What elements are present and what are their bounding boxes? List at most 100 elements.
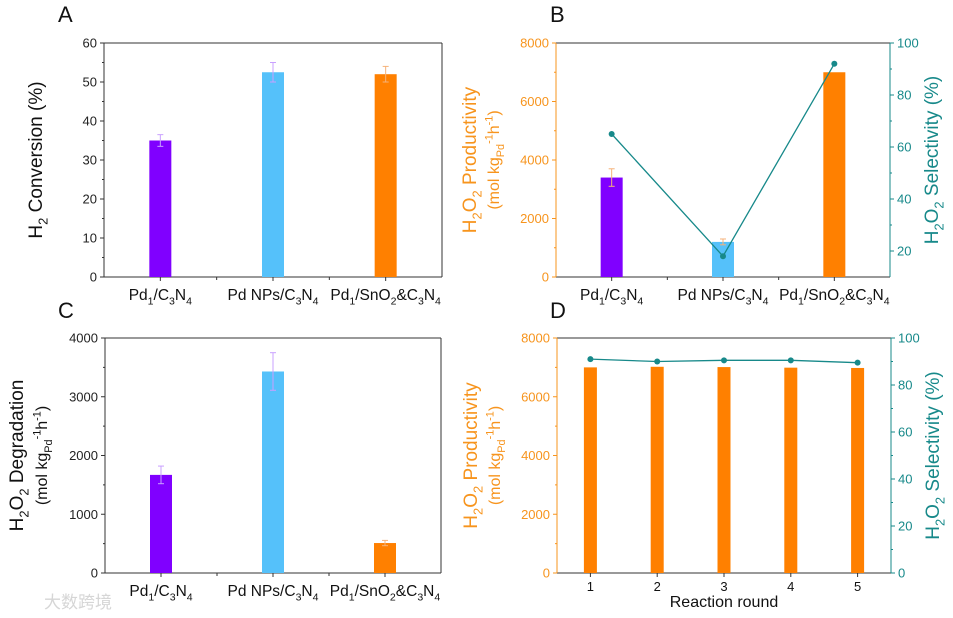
x-tick-label-part: 1	[349, 592, 355, 604]
x-tick-label-part: /SnO	[355, 287, 390, 304]
x-tick-label-part: &C	[396, 287, 418, 304]
x-tick-label-part: 2	[391, 296, 397, 308]
y2-axis-label-part: 2	[932, 223, 947, 230]
x-tick-label-part: Pd NPs/C	[228, 287, 296, 304]
x-tick-label-part: Pd	[330, 287, 349, 304]
x-tick-label-part: 4	[313, 296, 319, 308]
y2-tick-label: 100	[898, 331, 920, 346]
x-tick-label-part: N	[873, 287, 884, 304]
selectivity-line	[611, 63, 835, 258]
x-tick-label-part: 1	[148, 296, 154, 308]
panel-label: D	[550, 298, 566, 323]
y-tick-label: 60	[83, 36, 97, 51]
x-tick-label-part: 1	[798, 296, 804, 308]
y-tick-label: 0	[90, 270, 97, 285]
x-tick-label: 5	[854, 579, 861, 594]
y2-tick-label: 40	[898, 472, 912, 487]
y2-axis-label-part: H	[923, 526, 944, 540]
y-axis-label-part: h	[34, 421, 51, 430]
y-axis-label-part: -1	[484, 116, 496, 126]
bar	[262, 72, 284, 277]
x-tick-label-part: /C	[605, 287, 621, 304]
y-axis-label: (mol kgPd​-1​h-1​)	[32, 406, 55, 505]
x-tick-label-part: 4	[313, 592, 319, 604]
y2-axis-label-part: H	[922, 231, 943, 245]
x-tick-label: Pd1​/C3​N4​	[129, 287, 192, 308]
bar	[784, 367, 798, 573]
x-tick-label: 1	[587, 579, 594, 594]
y-tick-label: 40	[83, 114, 97, 129]
x-axis-label: Reaction round	[670, 594, 779, 611]
y-axis-label-part: H	[26, 225, 47, 239]
panel-label: C	[58, 298, 74, 323]
bar	[262, 371, 284, 573]
y-tick-label: 8000	[521, 331, 550, 346]
y2-tick-label: 60	[897, 140, 911, 155]
panel-label: B	[550, 2, 565, 27]
y2-axis-label-part: 2	[933, 497, 948, 504]
x-tick-label-part: 2	[390, 592, 396, 604]
y-axis-label-part: 2	[17, 510, 32, 517]
y-tick-label: 2000	[520, 211, 549, 226]
y-tick-label: 1000	[69, 507, 98, 522]
x-tick-label-part: 4	[884, 296, 890, 308]
x-tick-label: Pd1​/SnO2​&C3​N4​	[330, 583, 441, 604]
y-axis-label: (mol kgPd​-1​h-1​)	[484, 110, 507, 209]
y-axis-label-part: (mol kg	[34, 453, 51, 505]
x-tick-label-part: 3	[720, 579, 727, 594]
x-tick-label-part: 3	[746, 296, 752, 308]
y2-axis-label: H2​O2​ Selectivity (%)	[922, 76, 947, 245]
y2-axis-label-part: 2	[933, 519, 948, 526]
y-axis-label-part: O	[461, 493, 482, 508]
x-tick-label: Pd1​/SnO2​&C3​N4​	[779, 287, 890, 308]
y-tick-label: 0	[542, 270, 549, 285]
y-tick-label: 0	[91, 566, 98, 581]
y-tick-label: 30	[83, 153, 97, 168]
x-tick-label-part: Pd NPs/C	[228, 583, 296, 600]
watermark: 大数跨境	[44, 593, 112, 612]
y2-tick-label: 100	[897, 36, 919, 51]
panel-a: A 0 10 20 30 40 50 60 H2​ Conversion (%) Pd1​/C3​…	[26, 2, 443, 308]
x-tick-label: Pd NPs/C3​N4​	[228, 583, 319, 604]
x-tick-label-part: N	[301, 583, 312, 600]
x-tick-label-part: N	[751, 287, 762, 304]
panel-b: B 0 2000 4000 6000 8000 H2​O2​ Productivity(mo…	[460, 2, 947, 308]
x-tick-label-part: 3	[169, 296, 175, 308]
selectivity-point	[654, 358, 661, 365]
bar	[650, 366, 664, 573]
bar	[717, 367, 731, 573]
y2-tick-label: 80	[897, 88, 911, 103]
y-axis-label-part: )	[487, 406, 504, 411]
x-tick-label-part: 3	[296, 296, 302, 308]
y-tick-label: 0	[543, 566, 550, 581]
selectivity-point	[787, 357, 794, 364]
y-axis-label-part: H	[461, 515, 482, 529]
selectivity-point	[831, 60, 838, 67]
x-tick-label: Pd1​/C3​N4​	[129, 583, 192, 604]
y2-axis-label-part: Selectivity (%)	[922, 76, 943, 202]
y-axis-label-part: Productivity	[460, 86, 481, 190]
y2-tick-label: 80	[898, 378, 912, 393]
y-axis-label: H2​ Conversion (%)	[26, 81, 51, 238]
x-tick-label-part: /SnO	[804, 287, 839, 304]
x-tick-label-part: 3	[296, 592, 302, 604]
y-axis-label: H2​O2​ Productivity	[460, 86, 485, 233]
x-tick-label-part: 1	[587, 579, 594, 594]
bar	[374, 543, 396, 573]
y-tick-label: 8000	[520, 36, 549, 51]
y-axis-label-part: O	[7, 496, 28, 511]
x-tick-label-part: 1	[349, 296, 355, 308]
y-axis-label: H2​O2​ Degradation	[7, 380, 32, 532]
panel-label: A	[58, 2, 73, 27]
y2-axis-label-part: Selectivity (%)	[923, 371, 944, 497]
y-axis-label-part: H	[7, 518, 28, 532]
x-tick-label-part: Pd	[580, 287, 599, 304]
x-tick-label: Pd NPs/C3​N4​	[228, 287, 319, 308]
bar	[149, 140, 172, 277]
x-tick-label-part: /C	[154, 583, 170, 600]
y2-tick-label: 60	[898, 425, 912, 440]
y-tick-label: 6000	[520, 94, 549, 109]
y-axis-label-part: )	[486, 110, 503, 115]
y-axis-label-part: 2	[17, 488, 32, 495]
